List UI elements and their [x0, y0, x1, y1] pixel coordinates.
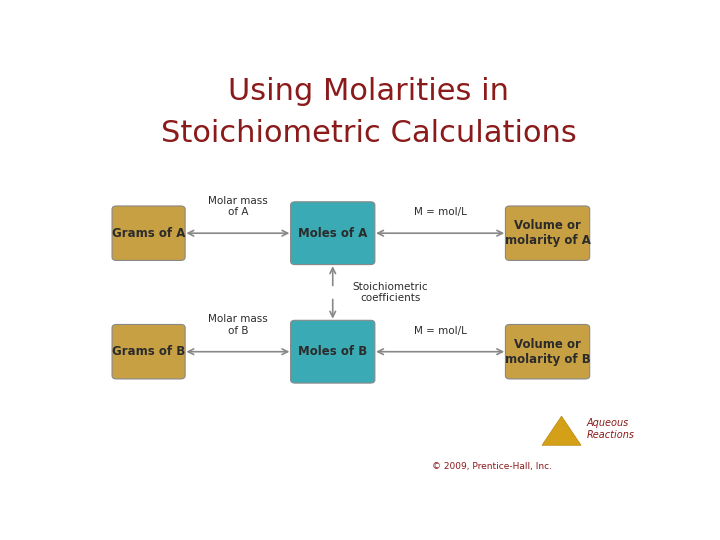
FancyBboxPatch shape	[291, 320, 375, 383]
Text: Molar mass
of B: Molar mass of B	[208, 314, 268, 336]
Text: Stoichiometric Calculations: Stoichiometric Calculations	[161, 119, 577, 148]
Text: Volume or
molarity of A: Volume or molarity of A	[505, 219, 590, 247]
Text: Using Molarities in: Using Molarities in	[228, 77, 510, 106]
Text: Moles of A: Moles of A	[298, 227, 367, 240]
FancyBboxPatch shape	[112, 325, 185, 379]
FancyBboxPatch shape	[112, 206, 185, 260]
Text: Volume or
molarity of B: Volume or molarity of B	[505, 338, 590, 366]
Text: M = mol/L: M = mol/L	[414, 326, 467, 336]
Text: Moles of B: Moles of B	[298, 345, 367, 358]
Polygon shape	[542, 416, 581, 446]
Text: M = mol/L: M = mol/L	[414, 207, 467, 218]
Text: © 2009, Prentice-Hall, Inc.: © 2009, Prentice-Hall, Inc.	[432, 462, 552, 471]
FancyBboxPatch shape	[505, 206, 590, 260]
FancyBboxPatch shape	[291, 202, 375, 265]
Text: Stoichiometric
coefficients: Stoichiometric coefficients	[352, 282, 428, 303]
Text: Grams of B: Grams of B	[112, 345, 185, 358]
Text: Grams of A: Grams of A	[112, 227, 185, 240]
Text: Aqueous
Reactions: Aqueous Reactions	[587, 418, 634, 440]
FancyBboxPatch shape	[505, 325, 590, 379]
Text: Molar mass
of A: Molar mass of A	[208, 196, 268, 218]
